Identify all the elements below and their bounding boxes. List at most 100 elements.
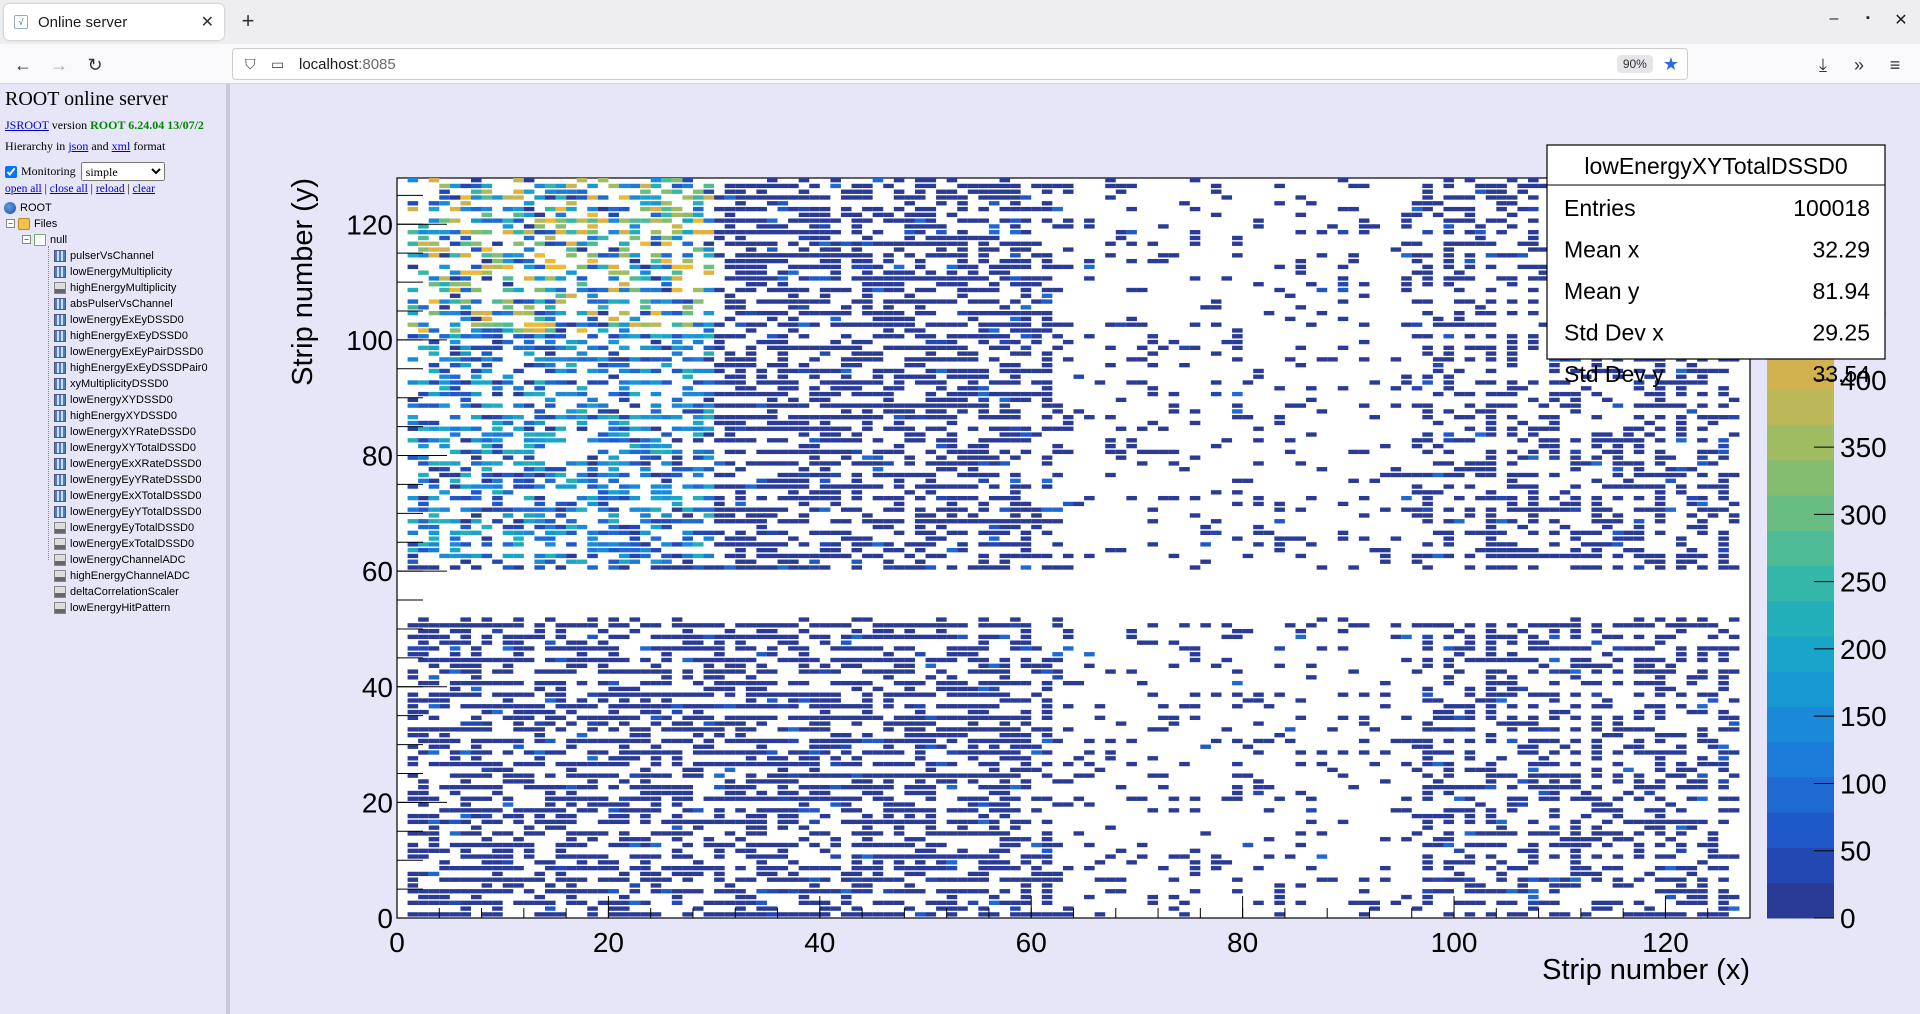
histogram-cell bbox=[766, 623, 778, 628]
tree-item[interactable]: lowEnergyEyTotalDSSD0 bbox=[54, 520, 194, 535]
address-bar[interactable]: ⛉ ▭ localhost:8085 90% ★ bbox=[232, 48, 1688, 80]
histogram-cell bbox=[936, 403, 947, 408]
tree-item[interactable]: highEnergyExEyDSSD0 bbox=[54, 328, 188, 343]
tree-item[interactable]: lowEnergyEyYRateDSSD0 bbox=[54, 472, 201, 487]
histogram-cell bbox=[714, 519, 725, 524]
histogram-cell bbox=[481, 813, 493, 819]
tree-item[interactable]: pulserVsChannel bbox=[54, 248, 154, 263]
histogram-cell bbox=[1549, 669, 1560, 674]
tree-item[interactable]: highEnergyXYDSSD0 bbox=[54, 408, 177, 423]
tree-null-file[interactable]: − null bbox=[22, 232, 67, 247]
histogram-cell bbox=[777, 657, 789, 663]
chevrons-icon[interactable]: » bbox=[1853, 55, 1864, 75]
histogram-cell bbox=[513, 524, 524, 530]
histogram-cell bbox=[534, 894, 545, 900]
tree-item[interactable]: deltaCorrelationScaler bbox=[54, 584, 179, 599]
tree-item[interactable]: highEnergyChannelADC bbox=[54, 568, 190, 583]
collapse-icon[interactable]: − bbox=[22, 235, 31, 244]
histogram-cell bbox=[714, 854, 725, 859]
reload-icon[interactable]: ↻ bbox=[87, 55, 103, 75]
tree-item[interactable]: lowEnergyEyYTotalDSSD0 bbox=[54, 504, 201, 519]
download-icon[interactable]: ⤓ bbox=[1819, 55, 1827, 75]
layout-select[interactable]: simple bbox=[80, 162, 165, 181]
histogram-cell bbox=[999, 692, 1011, 697]
new-tab-button[interactable]: + bbox=[241, 8, 255, 33]
xml-link[interactable]: xml bbox=[111, 139, 131, 153]
tree-item[interactable]: highEnergyMultiplicity bbox=[54, 280, 176, 295]
tree-item[interactable]: lowEnergyXYDSSD0 bbox=[54, 392, 173, 407]
histogram-cell bbox=[1168, 339, 1180, 345]
histogram-cell bbox=[523, 449, 535, 455]
star-icon[interactable]: ★ bbox=[1662, 53, 1679, 74]
histogram-cell bbox=[608, 865, 619, 871]
tree-item[interactable]: highEnergyExEyDSSDPair0 bbox=[54, 360, 208, 375]
histogram-cell bbox=[682, 530, 693, 535]
histogram-cell bbox=[777, 495, 789, 501]
histogram-cell bbox=[1718, 443, 1729, 449]
histogram-cell bbox=[840, 455, 852, 460]
tree-item[interactable]: lowEnergyExXRateDSSD0 bbox=[54, 456, 201, 471]
monitoring-checkbox[interactable] bbox=[5, 165, 17, 178]
tree-item[interactable]: lowEnergyExEyDSSD0 bbox=[54, 312, 184, 327]
tree-item[interactable]: absPulserVsChannel bbox=[54, 296, 173, 311]
browser-tab[interactable]: √ Online server ✕ bbox=[4, 4, 224, 40]
histogram-cell bbox=[999, 848, 1011, 853]
shield-icon[interactable]: ⛉ bbox=[245, 55, 256, 72]
histogram-cell bbox=[1665, 478, 1677, 483]
histogram-cell bbox=[555, 391, 567, 397]
panel-splitter[interactable] bbox=[226, 84, 230, 1014]
histogram-cell bbox=[650, 721, 662, 726]
tree-files[interactable]: − Files bbox=[6, 216, 57, 231]
histogram-cell bbox=[407, 420, 419, 426]
histogram-cell bbox=[1506, 339, 1518, 345]
histogram-cell bbox=[1538, 796, 1550, 801]
histogram-cell bbox=[481, 640, 493, 645]
window-close-icon[interactable]: ✕ bbox=[1894, 12, 1908, 29]
histogram-cell bbox=[1591, 796, 1603, 801]
histogram-cell bbox=[1654, 455, 1666, 460]
close-tab-icon[interactable]: ✕ bbox=[200, 14, 214, 31]
histogram-cell bbox=[1115, 449, 1127, 455]
close-all-link[interactable]: close all bbox=[49, 183, 88, 195]
tree-item[interactable]: lowEnergyXYRateDSSD0 bbox=[54, 424, 196, 439]
collapse-icon[interactable]: − bbox=[6, 219, 15, 228]
histogram-cell bbox=[650, 785, 662, 790]
zoom-level-badge[interactable]: 90% bbox=[1616, 55, 1653, 73]
tree-item[interactable]: lowEnergyMultiplicity bbox=[54, 264, 172, 279]
tree-item[interactable]: lowEnergyExXTotalDSSD0 bbox=[54, 488, 201, 503]
histogram-cell bbox=[460, 785, 471, 790]
tree-item[interactable]: lowEnergyXYTotalDSSD0 bbox=[54, 440, 196, 455]
reload-link[interactable]: reload bbox=[95, 183, 125, 195]
histogram-cell bbox=[629, 628, 641, 634]
tree-item[interactable]: lowEnergyHitPattern bbox=[54, 600, 170, 615]
tree-item[interactable]: xyMultiplicityDSSD0 bbox=[54, 376, 168, 391]
page-info-icon[interactable]: ▭ bbox=[271, 55, 285, 72]
open-all-link[interactable]: open all bbox=[5, 183, 42, 195]
histogram-cell bbox=[1686, 680, 1698, 686]
histogram-cell bbox=[946, 322, 958, 327]
tree-root[interactable]: ROOT bbox=[4, 200, 52, 215]
histogram-cell bbox=[1274, 894, 1285, 900]
histogram-cell bbox=[872, 461, 884, 466]
histogram-cell bbox=[502, 328, 514, 333]
hamburger-menu-icon[interactable]: ≡ bbox=[1889, 55, 1901, 75]
histogram-cell bbox=[587, 472, 598, 478]
tree-item[interactable]: lowEnergyExTotalDSSD0 bbox=[54, 536, 194, 551]
histogram-cell bbox=[862, 420, 873, 426]
json-link[interactable]: json bbox=[68, 139, 89, 153]
histogram-cell bbox=[745, 351, 757, 356]
maximize-icon[interactable]: ▪ bbox=[1866, 12, 1870, 24]
histogram-cell bbox=[1464, 900, 1476, 905]
minimize-icon[interactable]: – bbox=[1829, 10, 1839, 27]
histogram-cell bbox=[957, 334, 968, 339]
tree-item[interactable]: lowEnergyExEyPairDSSD0 bbox=[54, 344, 203, 359]
histogram-cell bbox=[534, 495, 545, 501]
clear-link[interactable]: clear bbox=[132, 183, 155, 195]
tree-item[interactable]: lowEnergyChannelADC bbox=[54, 552, 186, 567]
jsroot-link[interactable]: JSROOT bbox=[5, 118, 49, 132]
back-arrow-icon[interactable]: ← bbox=[14, 55, 32, 75]
forward-arrow-icon[interactable]: → bbox=[50, 55, 68, 75]
histogram-cell bbox=[640, 779, 651, 784]
histogram-cell bbox=[428, 871, 440, 877]
